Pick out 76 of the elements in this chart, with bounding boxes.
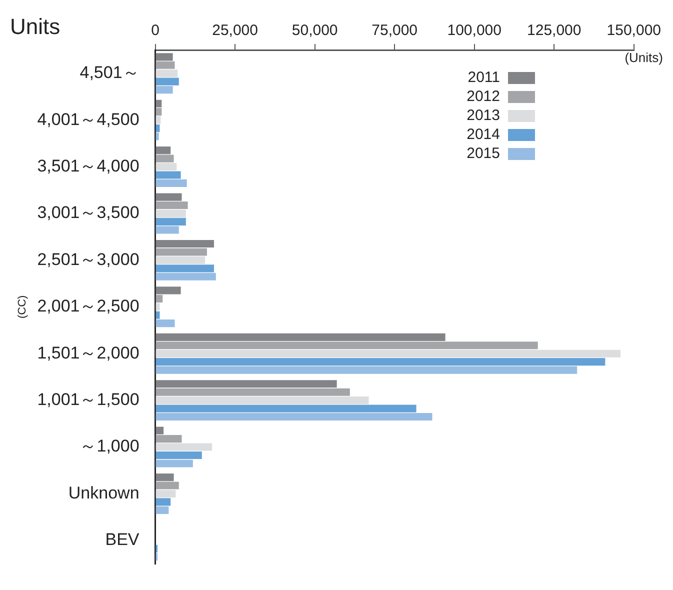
bar: [156, 78, 179, 86]
y-tick-label: 2,001～2,500: [37, 296, 140, 316]
bar: [156, 256, 206, 264]
bar: [156, 474, 174, 482]
bar: [156, 311, 160, 319]
bar: [156, 451, 202, 460]
bar: [156, 154, 174, 162]
bar: [156, 404, 416, 412]
bar: [156, 358, 606, 366]
bar: [156, 162, 177, 171]
bar: [156, 435, 182, 443]
y-tick-label: ～1,000: [80, 436, 140, 456]
bar: [156, 320, 175, 328]
legend-label: 2015: [466, 145, 500, 162]
bar: [156, 179, 187, 187]
bar: [156, 490, 176, 498]
x-tick-label: 125,000: [527, 22, 582, 40]
annotation: (Units): [624, 50, 663, 65]
bar: [156, 86, 173, 94]
bar: [156, 201, 188, 210]
y-tick-label: 4,501～: [80, 63, 140, 82]
bar: [156, 210, 186, 218]
bar: [156, 303, 160, 311]
bar: [156, 108, 162, 116]
bar: [156, 146, 171, 154]
bar: [156, 61, 175, 69]
bar: [156, 426, 164, 434]
bar: [156, 294, 163, 302]
bar: [156, 240, 214, 248]
chart-title: Units: [10, 14, 60, 40]
y-tick-label: 2,501～3,000: [37, 250, 140, 269]
bar: [156, 132, 159, 140]
x-tick-label: 100,000: [447, 22, 502, 40]
bar: [156, 53, 173, 61]
bar: [156, 460, 193, 468]
bar: [156, 193, 182, 201]
y-tick-label: Unknown: [68, 483, 140, 502]
bar: [156, 380, 337, 388]
bar: [156, 116, 161, 124]
legend-label: 2011: [468, 69, 500, 86]
legend-label: 2013: [466, 107, 500, 124]
bar: [156, 264, 214, 272]
bar: [156, 248, 207, 256]
bar: [156, 100, 162, 108]
bar: [156, 350, 620, 358]
bar: [156, 226, 179, 234]
y-tick-label: 4,001～4,500: [37, 110, 140, 129]
bar: [156, 124, 160, 132]
bar: [156, 333, 446, 341]
x-tick-label: 75,000: [372, 22, 418, 40]
y-tick-label: BEV: [105, 530, 140, 550]
x-tick-label: 150,000: [606, 22, 662, 40]
x-tick-label: 0: [151, 22, 160, 40]
bar: [156, 443, 212, 451]
x-tick-label: 50,000: [292, 22, 338, 40]
bar: [156, 506, 169, 514]
bar: [156, 366, 578, 374]
y-tick-label: 3,001～3,500: [37, 203, 140, 222]
legend-label: 2012: [466, 88, 500, 105]
y-tick-label: 3,501～4,000: [37, 156, 140, 176]
y-tick-label: 1,501～2,000: [37, 343, 140, 362]
bar: [156, 272, 216, 280]
bar: [156, 396, 369, 404]
x-tick-label: 25,000: [212, 22, 258, 40]
bar: [156, 286, 181, 294]
y-tick-label: 1,001～1,500: [37, 390, 140, 410]
y-axis-title: (CC): [16, 295, 29, 319]
bar: [156, 342, 538, 350]
bar: [156, 171, 181, 179]
bar: [156, 482, 179, 490]
bar: [156, 388, 350, 396]
bar: [156, 498, 171, 506]
bar: [156, 70, 178, 78]
bar: [156, 412, 432, 421]
bar: [156, 218, 186, 226]
legend-label: 2014: [466, 126, 500, 143]
